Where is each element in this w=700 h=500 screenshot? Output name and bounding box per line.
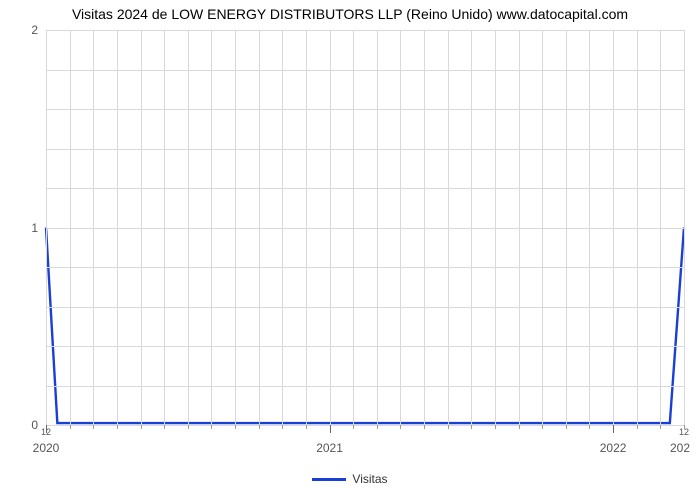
gridline-v: [495, 30, 496, 425]
legend-swatch: [312, 478, 346, 481]
x-minor-tick: [93, 425, 94, 429]
x-minor-tick: [519, 425, 520, 429]
x-minor-tick: [306, 425, 307, 429]
x-minor-tick: [235, 425, 236, 429]
gridline-h: [46, 267, 684, 268]
gridline-v: [330, 30, 331, 425]
legend: Visitas: [0, 468, 700, 487]
x-minor-tick: [377, 425, 378, 429]
plot-area: 0122020202120221212202: [46, 30, 684, 425]
gridline-h: [46, 70, 684, 71]
gridline-h: [46, 386, 684, 387]
x-minor-tick: [660, 425, 661, 429]
gridline-v: [589, 30, 590, 425]
gridline-v: [566, 30, 567, 425]
x-minor-tick: [117, 425, 118, 429]
y-tick-label: 2: [31, 23, 38, 37]
legend-item-visitas: Visitas: [312, 472, 387, 486]
gridline-h: [46, 188, 684, 189]
x-tick-label: 2022: [600, 441, 627, 455]
chart-title: Visitas 2024 de LOW ENERGY DISTRIBUTORS …: [0, 6, 700, 22]
x-tick-label: 2021: [316, 441, 343, 455]
gridline-v: [211, 30, 212, 425]
x-minor-tick: [70, 425, 71, 429]
gridline-h: [46, 346, 684, 347]
y-tick-label: 1: [31, 221, 38, 235]
gridline-v: [448, 30, 449, 425]
gridline-h: [46, 228, 684, 229]
gridline-h: [46, 149, 684, 150]
x-minor-tick: [259, 425, 260, 429]
gridline-v: [613, 30, 614, 425]
gridline-h: [46, 30, 684, 31]
x-minor-tick: [495, 425, 496, 429]
gridline-v: [660, 30, 661, 425]
gridline-v: [400, 30, 401, 425]
gridline-v: [46, 30, 47, 425]
x-minor-tick: [211, 425, 212, 429]
x-minor-tick: [589, 425, 590, 429]
x-minor-tick: [353, 425, 354, 429]
gridline-h: [46, 425, 684, 426]
gridline-v: [259, 30, 260, 425]
gridline-v: [519, 30, 520, 425]
y-tick-label: 0: [31, 418, 38, 432]
x-minor-tick: [566, 425, 567, 429]
x-major-tick: [613, 425, 614, 433]
x-minor-tick: [424, 425, 425, 429]
x-major-tick: [330, 425, 331, 433]
gridline-v: [188, 30, 189, 425]
gridline-v: [306, 30, 307, 425]
x-minor-tick: [188, 425, 189, 429]
x-minor-tick: [141, 425, 142, 429]
x-minor-label-left: 12: [41, 427, 51, 437]
x-minor-tick: [471, 425, 472, 429]
gridline-v: [117, 30, 118, 425]
x-minor-label-right: 12: [679, 427, 689, 437]
x-minor-tick: [400, 425, 401, 429]
gridline-v: [93, 30, 94, 425]
gridline-v: [684, 30, 685, 425]
x-minor-tick: [282, 425, 283, 429]
gridline-v: [637, 30, 638, 425]
gridline-h: [46, 307, 684, 308]
gridline-v: [542, 30, 543, 425]
x-minor-tick: [542, 425, 543, 429]
gridline-h: [46, 109, 684, 110]
x-tick-label-clipped: 202: [670, 441, 690, 455]
gridline-v: [424, 30, 425, 425]
gridline-v: [377, 30, 378, 425]
legend-label: Visitas: [352, 472, 387, 486]
gridline-v: [164, 30, 165, 425]
gridline-v: [235, 30, 236, 425]
x-tick-label: 2020: [33, 441, 60, 455]
x-minor-tick: [637, 425, 638, 429]
x-minor-tick: [448, 425, 449, 429]
gridline-v: [353, 30, 354, 425]
x-minor-tick: [164, 425, 165, 429]
gridline-v: [141, 30, 142, 425]
gridline-v: [282, 30, 283, 425]
gridline-v: [471, 30, 472, 425]
gridline-v: [70, 30, 71, 425]
chart-container: Visitas 2024 de LOW ENERGY DISTRIBUTORS …: [0, 0, 700, 500]
